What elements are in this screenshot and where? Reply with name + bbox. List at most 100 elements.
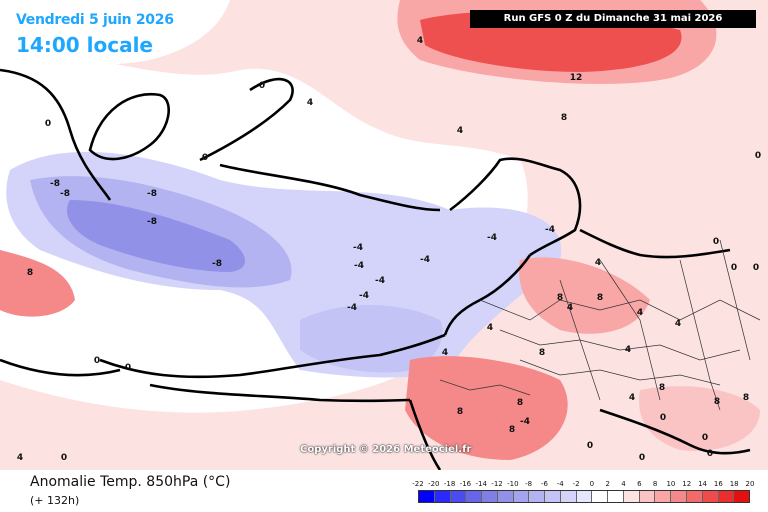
scale-tick-label: 0 bbox=[589, 480, 595, 488]
arctic-coast bbox=[199, 77, 294, 162]
contour-label: 4 bbox=[637, 308, 643, 318]
contour-label: 8 bbox=[557, 293, 563, 303]
contour-label: -8 bbox=[50, 179, 60, 189]
scale-color-swatch bbox=[576, 491, 593, 502]
border-line bbox=[519, 359, 721, 386]
run-info-banner: Run GFS 0 Z du Dimanche 31 mai 2026 bbox=[470, 10, 756, 28]
neutral-anomaly-zone-north bbox=[0, 0, 230, 65]
contour-label: 0 bbox=[94, 356, 100, 366]
scale-color-swatch bbox=[450, 491, 467, 502]
border-line bbox=[599, 259, 661, 401]
contour-label: 8 bbox=[27, 268, 33, 278]
scale-color-swatch bbox=[466, 491, 483, 502]
greenland-outline bbox=[88, 92, 170, 161]
scale-tick-label: 16 bbox=[713, 480, 723, 488]
valid-date: Vendredi 5 juin 2026 bbox=[16, 12, 174, 28]
scale-tick-label: -2 bbox=[572, 480, 580, 488]
contour-label: -4 bbox=[353, 243, 363, 253]
contour-label: 4 bbox=[417, 36, 423, 46]
contour-label: 0 bbox=[660, 413, 666, 423]
copyright-notice: Copyright © 2026 Meteociel.fr bbox=[300, 444, 472, 455]
contour-label: 0 bbox=[702, 433, 708, 443]
contour-label: 8 bbox=[457, 407, 463, 417]
scale-color-swatch bbox=[639, 491, 656, 502]
greenland-coast bbox=[0, 68, 112, 201]
border-line bbox=[499, 329, 741, 361]
color-scale-bar bbox=[418, 490, 750, 503]
contour-label: 4 bbox=[17, 453, 23, 463]
scale-tick-label: 18 bbox=[729, 480, 739, 488]
scale-tick-label: -10 bbox=[507, 480, 519, 488]
lead-time: (+ 132h) bbox=[30, 494, 80, 507]
contour-label: -4 bbox=[420, 255, 430, 265]
contour-label: 4 bbox=[625, 345, 631, 355]
contour-label: -4 bbox=[347, 303, 357, 313]
country-borders bbox=[439, 239, 761, 411]
contour-label: 0 bbox=[731, 263, 737, 273]
scale-color-swatch bbox=[623, 491, 640, 502]
atlantic-coast bbox=[99, 333, 446, 379]
scale-color-swatch bbox=[718, 491, 735, 502]
scale-tick-label: 8 bbox=[652, 480, 658, 488]
contour-label: 4 bbox=[567, 303, 573, 313]
contour-label: 8 bbox=[509, 425, 515, 435]
scale-tick-label: -12 bbox=[491, 480, 503, 488]
scale-tick-label: -8 bbox=[525, 480, 533, 488]
contour-label: 8 bbox=[561, 113, 567, 123]
scale-tick-label: 20 bbox=[745, 480, 755, 488]
scale-tick-label: -18 bbox=[443, 480, 456, 488]
baltic-coast bbox=[579, 228, 731, 259]
valid-time: 14:00 locale bbox=[16, 33, 153, 57]
border-line bbox=[719, 239, 751, 361]
contour-label: 0 bbox=[713, 237, 719, 247]
contour-label: -8 bbox=[212, 259, 222, 269]
scale-color-swatch bbox=[655, 491, 672, 502]
scale-tick-label: 12 bbox=[682, 480, 692, 488]
scale-color-swatch bbox=[687, 491, 703, 502]
south-coast bbox=[149, 383, 411, 403]
contour-label: -8 bbox=[147, 217, 157, 227]
warm-anomaly-west bbox=[0, 250, 75, 317]
contour-label: 0 bbox=[202, 153, 208, 163]
scale-color-swatch bbox=[608, 491, 624, 502]
contour-label: -4 bbox=[354, 261, 364, 271]
contour-label: -8 bbox=[147, 189, 157, 199]
contour-label: 0 bbox=[639, 453, 645, 463]
border-line bbox=[439, 379, 531, 396]
border-line bbox=[559, 279, 601, 401]
scale-color-swatch bbox=[434, 491, 451, 502]
color-scale-legend: -22 -20 -18 -16 -14 -12 -10 -8 -6 -4 -2 0 2 4 6 8 10 12 14… bbox=[412, 480, 754, 503]
scale-color-swatch bbox=[734, 491, 750, 502]
contour-label: -4 bbox=[545, 225, 555, 235]
color-scale-ticks: -22 -20 -18 -16 -14 -12 -10 -8 -6 -4 -2 0 2 4 6 8 10 12 14… bbox=[412, 480, 754, 489]
scale-tick-label: -16 bbox=[459, 480, 472, 488]
contour-label: -4 bbox=[375, 276, 385, 286]
scale-tick-label: 4 bbox=[621, 480, 626, 488]
contour-label: 4 bbox=[595, 258, 601, 268]
scale-tick-label: 14 bbox=[698, 480, 708, 488]
scale-color-swatch bbox=[513, 491, 530, 502]
map-footer: Anomalie Temp. 850hPa (°C) (+ 132h) -22-… bbox=[0, 470, 768, 512]
scale-tick-label: -6 bbox=[540, 480, 548, 488]
contour-label: 0 bbox=[61, 453, 67, 463]
contour-label: 0 bbox=[707, 449, 713, 459]
scale-color-swatch bbox=[545, 491, 561, 502]
contour-label: 4 bbox=[307, 98, 313, 108]
scale-color-swatch bbox=[592, 491, 609, 502]
contour-label: 8 bbox=[539, 348, 545, 358]
contour-label: 4 bbox=[457, 126, 463, 136]
norway-coast bbox=[449, 157, 582, 257]
scale-tick-label: 10 bbox=[666, 480, 676, 488]
scale-color-swatch bbox=[560, 491, 577, 502]
contour-label: -4 bbox=[520, 417, 530, 427]
scale-color-swatch bbox=[419, 491, 435, 502]
contour-label: 4 bbox=[629, 393, 635, 403]
iceland-ridge bbox=[219, 163, 441, 212]
scale-tick-label: -14 bbox=[475, 480, 487, 488]
scale-color-swatch bbox=[529, 491, 546, 502]
contour-label: -4 bbox=[359, 291, 369, 301]
field-title: Anomalie Temp. 850hPa (°C) bbox=[30, 474, 231, 490]
contour-label: 0 bbox=[45, 119, 51, 129]
scale-color-swatch bbox=[702, 491, 719, 502]
